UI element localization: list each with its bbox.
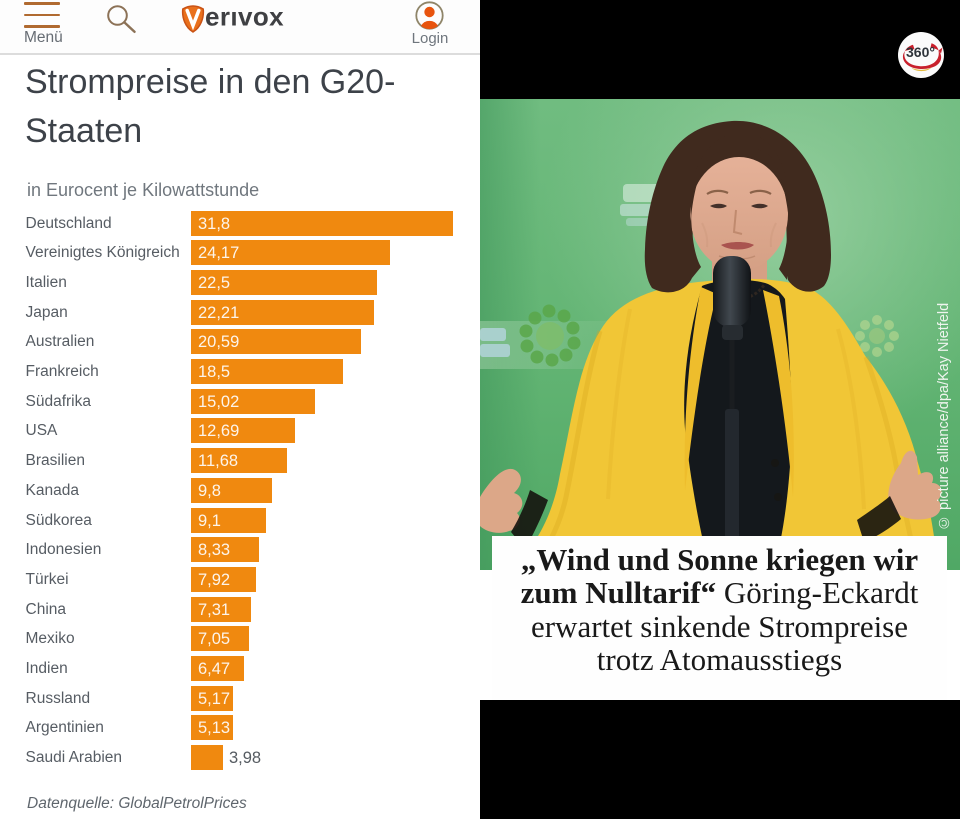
svg-text:360°: 360° bbox=[906, 44, 935, 60]
svg-text:erıvox: erıvox bbox=[205, 4, 284, 32]
